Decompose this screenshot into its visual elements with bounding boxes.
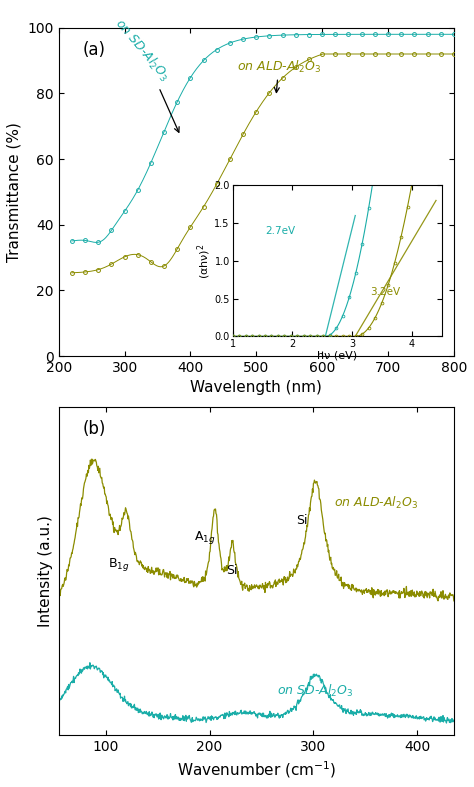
Text: Si: Si xyxy=(296,514,307,527)
Text: on SD-Al$_2$O$_3$: on SD-Al$_2$O$_3$ xyxy=(277,683,354,700)
Text: A$_{1g}$: A$_{1g}$ xyxy=(194,529,215,545)
Text: Si: Si xyxy=(226,564,237,577)
X-axis label: Wavenumber (cm$^{-1}$): Wavenumber (cm$^{-1}$) xyxy=(177,759,336,780)
Y-axis label: Transmittance (%): Transmittance (%) xyxy=(7,122,22,262)
Text: on ALD-Al$_2$O$_3$: on ALD-Al$_2$O$_3$ xyxy=(334,495,419,511)
Text: (b): (b) xyxy=(82,419,106,438)
Y-axis label: Intensity (a.u.): Intensity (a.u.) xyxy=(38,515,53,626)
Text: on ALD-Al$_2$O$_3$: on ALD-Al$_2$O$_3$ xyxy=(237,58,320,93)
Text: (a): (a) xyxy=(82,41,105,59)
Text: B$_{1g}$: B$_{1g}$ xyxy=(108,556,129,574)
Text: on SD-Al$_2$O$_3$: on SD-Al$_2$O$_3$ xyxy=(111,16,179,132)
X-axis label: Wavelength (nm): Wavelength (nm) xyxy=(191,380,322,396)
